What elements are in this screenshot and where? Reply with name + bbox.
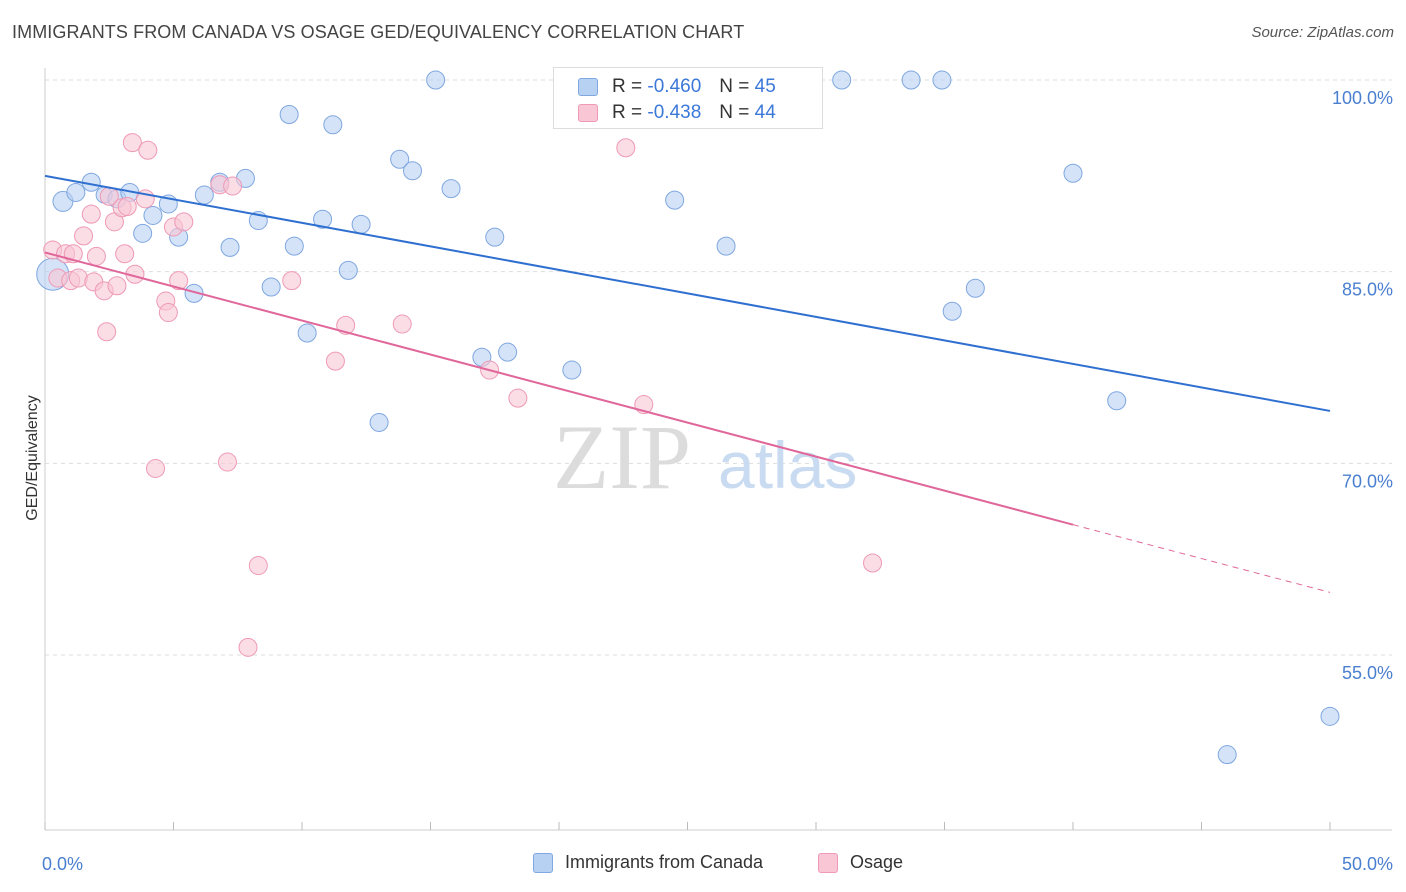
canada-point — [832, 70, 852, 90]
osage-point — [86, 246, 106, 266]
canada-trend-line — [44, 174, 1331, 412]
legend-swatch-blue — [578, 78, 598, 96]
legend-label: Immigrants from Canada — [565, 852, 764, 872]
legend-swatch-blue — [533, 852, 553, 873]
canada-point — [498, 342, 518, 362]
canada-point — [351, 214, 371, 234]
osage-point — [863, 553, 883, 573]
canada-point — [284, 236, 304, 256]
tick-labels: 100.0% 85.0% 70.0% 55.0% 0.0% 50.0% — [42, 88, 1393, 874]
watermark-atlas: atlas — [718, 428, 857, 502]
canada-point — [313, 209, 333, 229]
osage-point — [336, 315, 356, 335]
n-value: 44 — [754, 102, 776, 123]
canada-point — [716, 236, 736, 256]
canada-point — [426, 70, 446, 90]
y-tick-label: 70.0% — [1342, 471, 1393, 491]
canada-point — [143, 205, 163, 225]
osage-point — [158, 303, 178, 323]
canada-point — [665, 190, 685, 210]
canada-point — [901, 70, 921, 90]
n-value: 45 — [754, 76, 776, 97]
osage-point — [217, 452, 237, 472]
legend-swatch-pink — [818, 852, 838, 873]
osage-point — [392, 314, 412, 334]
canada-point — [323, 115, 343, 135]
canada-point — [1217, 745, 1237, 765]
canada-point — [261, 277, 281, 297]
x-tick-label: 50.0% — [1342, 854, 1393, 874]
osage-point — [508, 388, 528, 408]
r-value: -0.460 — [647, 76, 702, 97]
canada-point — [279, 105, 299, 124]
r-label: R = — [612, 102, 643, 123]
osage-point — [282, 271, 302, 291]
points — [36, 70, 1340, 765]
canada-point — [485, 227, 505, 247]
osage-point — [248, 556, 268, 576]
chart-title: IMMIGRANTS FROM CANADA VS OSAGE GED/EQUI… — [12, 22, 745, 42]
y-axis-label: GED/Equivalency — [24, 395, 41, 520]
osage-trend-line — [44, 251, 1074, 526]
legend-label: Osage — [850, 852, 904, 872]
watermark-zip: ZIP — [553, 406, 691, 508]
canada-point — [338, 260, 358, 280]
osage-point — [238, 637, 258, 657]
canada-point — [1107, 391, 1127, 411]
canada-point — [942, 301, 962, 321]
canada-point — [297, 323, 317, 343]
canada-point — [220, 237, 240, 257]
n-label: N = — [719, 76, 750, 97]
legend-swatch-pink — [578, 104, 598, 122]
y-tick-label: 55.0% — [1342, 663, 1393, 683]
legend-row-osage: R = -0.438 N = 44 — [578, 101, 776, 125]
osage-trend-extension — [1072, 524, 1331, 593]
canada-point — [66, 182, 86, 202]
canada-point — [369, 412, 389, 432]
canada-point — [441, 179, 461, 199]
osage-point — [174, 212, 194, 232]
watermark: ZIP atlas — [553, 406, 857, 508]
series-legend: Immigrants from Canada Osage — [0, 850, 1406, 880]
n-label: N = — [719, 102, 750, 123]
canada-point — [390, 149, 410, 169]
axes — [44, 68, 1392, 831]
legend-row-canada: R = -0.460 N = 45 — [578, 75, 776, 99]
osage-point — [146, 458, 166, 478]
trend-lines — [44, 174, 1331, 593]
osage-point — [122, 133, 142, 153]
canada-point — [133, 223, 153, 243]
r-label: R = — [612, 76, 643, 97]
osage-point — [223, 176, 243, 196]
source-label: Source: ZipAtlas.com — [1251, 24, 1394, 41]
osage-point — [325, 351, 345, 371]
canada-point — [965, 278, 985, 298]
legend-item-canada: Immigrants from Canada — [533, 852, 763, 873]
osage-point — [97, 322, 117, 342]
osage-point — [107, 276, 127, 296]
canada-point — [1320, 706, 1340, 726]
osage-point — [81, 204, 101, 224]
y-tick-label: 100.0% — [1332, 88, 1393, 108]
r-value: -0.438 — [647, 102, 702, 123]
canada-point — [403, 161, 423, 181]
osage-point — [169, 271, 189, 291]
legend-item-osage: Osage — [818, 852, 903, 873]
y-tick-label: 85.0% — [1342, 280, 1393, 300]
canada-point — [932, 70, 952, 90]
osage-point — [138, 140, 158, 160]
correlation-legend: R = -0.460 N = 45 R = -0.438 N = 44 — [553, 67, 823, 129]
osage-point — [616, 138, 636, 158]
canada-point — [562, 360, 582, 380]
grid — [45, 79, 1392, 656]
x-tick-label: 0.0% — [42, 854, 83, 874]
canada-point — [1063, 163, 1083, 183]
canada-point — [194, 185, 214, 205]
osage-point — [115, 244, 135, 264]
osage-point — [74, 226, 94, 246]
osage-point — [117, 197, 137, 216]
